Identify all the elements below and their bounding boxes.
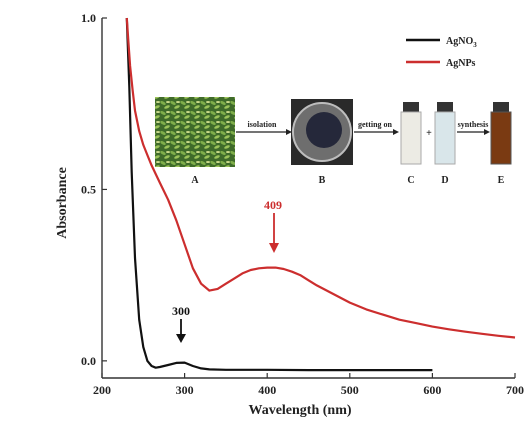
arrow-getting-on-head xyxy=(393,129,399,135)
inset-label-c: C xyxy=(407,175,414,186)
vial-c xyxy=(400,111,422,165)
synthesis-inset: A isolation B getting on C + D synthesis… xyxy=(155,97,512,186)
x-tick-label: 600 xyxy=(423,383,441,397)
inset-label-d: D xyxy=(441,175,448,186)
step-synthesis-label: synthesis xyxy=(458,120,489,129)
arrow-isolation-head xyxy=(286,129,292,135)
x-axis-title: Wavelength (nm) xyxy=(248,403,351,418)
arrow-synthesis-head xyxy=(484,129,490,135)
annotation-300-label: 300 xyxy=(172,304,190,318)
series-line-agno3 xyxy=(125,17,433,372)
vial-d-cap xyxy=(437,102,453,112)
x-tick-label: 700 xyxy=(506,383,524,397)
vial-e-cap xyxy=(493,102,509,112)
y-tick-label: 1.0 xyxy=(81,11,96,25)
x-tick-label: 500 xyxy=(341,383,359,397)
annotation-409-label: 409 xyxy=(264,198,282,212)
step-isolation-label: isolation xyxy=(248,120,277,129)
vial-e xyxy=(490,111,512,165)
x-tick-label: 200 xyxy=(93,383,111,397)
annotation-300: 300 xyxy=(172,304,190,343)
annotation-409-arrowhead xyxy=(269,243,279,253)
inset-label-e: E xyxy=(498,175,505,186)
x-tick-label: 400 xyxy=(258,383,276,397)
inset-label-b: B xyxy=(319,175,326,186)
leaf-photo xyxy=(155,97,235,167)
x-tick-label: 300 xyxy=(176,383,194,397)
y-tick-label: 0.5 xyxy=(81,182,96,196)
legend-label-agno3: AgNO3 xyxy=(446,36,477,49)
plus-sign: + xyxy=(426,128,432,139)
y-axis-title: Absorbance xyxy=(55,167,70,239)
plot-area: 200 300 400 500 600 700 0.0 0.5 1.0 xyxy=(81,11,524,397)
series-line-agnps xyxy=(125,17,516,339)
y-tick-label: 0.0 xyxy=(81,354,96,368)
vial-c-cap xyxy=(403,102,419,112)
step-getting-on-label: getting on xyxy=(358,120,393,129)
legend-label-agnps: AgNPs xyxy=(446,58,476,69)
inset-label-a: A xyxy=(191,175,199,186)
vial-d xyxy=(434,111,456,165)
extract-dish-inner xyxy=(306,112,342,148)
legend: AgNO3 AgNPs xyxy=(406,36,477,69)
annotation-300-arrowhead xyxy=(176,334,186,343)
annotation-409: 409 xyxy=(264,198,282,253)
